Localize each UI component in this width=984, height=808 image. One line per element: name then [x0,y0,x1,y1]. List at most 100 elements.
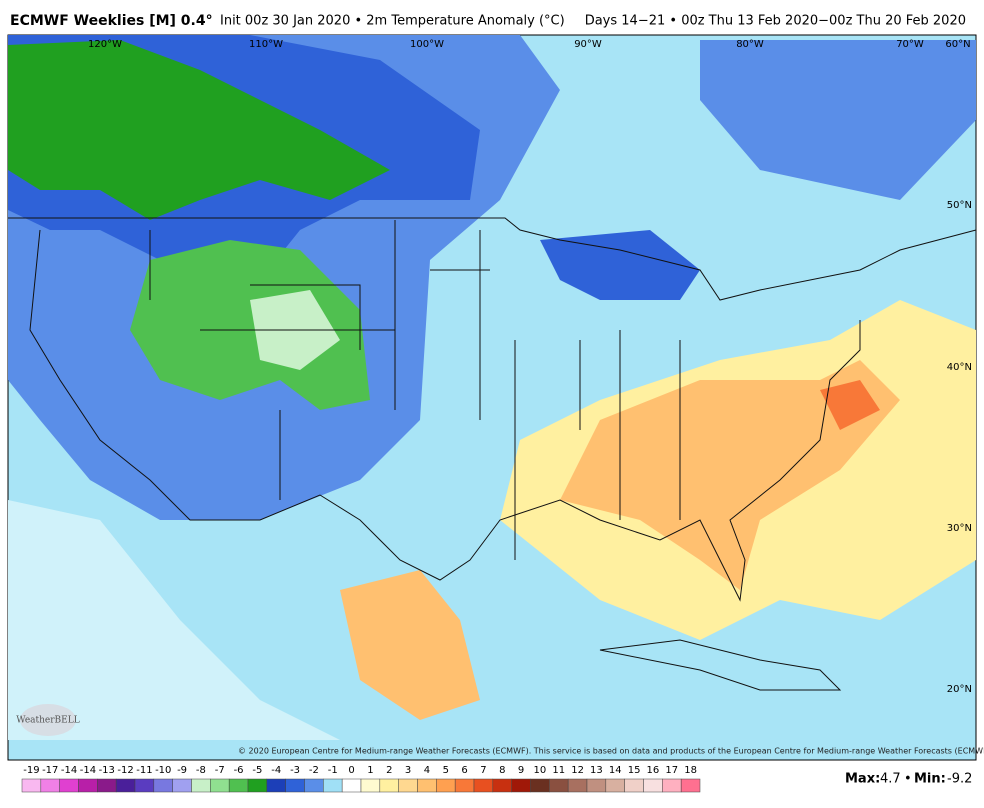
lat-label: 50°N [947,200,972,211]
warm-anomaly [560,360,900,590]
colorbar-swatch [624,778,644,793]
colorbar-swatch [266,778,286,793]
colorbar-swatch [398,778,418,793]
colorbar-label: 0 [348,765,354,776]
colorbar-swatch [341,778,362,793]
colorbar-label: -5 [252,765,262,776]
lon-label: 90°W [574,39,602,50]
min-label: Min: [914,772,946,787]
colorbar-label: 6 [461,765,467,776]
separator: • [904,772,912,787]
max-value: 4.7 [880,772,901,787]
colorbar-label: -14 [80,765,96,776]
colorbar-label: -3 [290,765,300,776]
colorbar-swatch [492,778,512,793]
colorbar-swatch [454,778,475,793]
colorbar-swatch [662,778,682,793]
colorbar-swatch [21,778,42,793]
colorbar-swatch [191,778,211,793]
warm-anomaly [820,380,880,430]
colorbar-swatch [247,778,268,793]
colorbar-label: -13 [99,765,115,776]
colorbar-swatch [549,778,569,793]
colorbar-label: -19 [23,765,39,776]
max-label: Max: [845,772,880,787]
colorbar-swatch [379,778,399,793]
colorbar-label: 18 [684,765,697,776]
model-title: ECMWF Weeklies [M] 0.4° [10,13,213,29]
colorbar-swatch [153,778,173,793]
colorbar-swatch [304,778,324,793]
min-value: -9.2 [947,772,972,787]
colorbar-swatch [40,778,60,793]
warm-anomaly [340,570,480,720]
colorbar-swatch [586,778,607,793]
colorbar-label: -12 [117,765,133,776]
lat-label: 40°N [947,362,972,373]
lon-label: 80°W [736,39,764,50]
colorbar-label: 9 [518,765,524,776]
colorbar-label: 8 [499,765,505,776]
lon-label: 100°W [410,39,444,50]
colorbar-label: 12 [571,765,584,776]
colorbar: -19 -17 -14 -14 -13 -12 -11 -10 -9 -8 -7 -6 -5 -4 -3 -2… [21,765,701,793]
colorbar-swatch [605,778,625,793]
colorbar-label: 11 [552,765,565,776]
lat-label: 30°N [947,523,972,534]
colorbar-label: -17 [42,765,58,776]
colorbar-label: 4 [424,765,430,776]
logo-mark [20,704,76,736]
colorbar-label: -4 [271,765,281,776]
lon-label: 60°N [945,39,970,50]
colorbar-label: -7 [215,765,225,776]
colorbar-swatch [285,778,305,793]
lon-label: 120°W [88,39,122,50]
colorbar-label: 2 [386,765,392,776]
logo: WeatherBELL [16,716,79,726]
borders [8,217,977,691]
colorbar-swatch [78,778,98,793]
colorbar-swatch [680,778,701,793]
colorbar-label: 15 [628,765,641,776]
cold-anomaly [540,230,700,300]
colorbar-label: -10 [155,765,171,776]
lon-label: 110°W [249,39,283,50]
colorbar-swatch [643,778,663,793]
colorbar-label: -8 [196,765,206,776]
colorbar-swatch [228,778,249,793]
credit: © 2020 European Centre for Medium-range … [238,747,984,756]
colorbar-swatch [436,778,456,793]
colorbar-label: 13 [590,765,603,776]
neutral-anomaly [8,500,340,740]
colorbar-swatch [417,778,437,793]
map [7,34,977,761]
colorbar-swatch [323,778,343,793]
colorbar-swatch [511,778,531,793]
colorbar-swatch [210,778,230,793]
colorbar-label: -6 [234,765,244,776]
colorbar-swatch [134,778,155,793]
lat-label: 20°N [947,684,972,695]
colorbar-swatch [473,778,494,793]
colorbar-swatch [360,778,381,793]
colorbar-swatch [567,778,588,793]
colorbar-label: -11 [136,765,152,776]
cold-anomaly [8,40,390,220]
colorbar-label: -9 [177,765,187,776]
colorbar-label: 17 [665,765,678,776]
colorbar-swatch [115,778,136,793]
colorbar-label: 5 [443,765,449,776]
colorbar-label: -1 [328,765,338,776]
colorbar-label: 16 [647,765,660,776]
colorbar-label: 3 [405,765,411,776]
colorbar-swatch [97,778,117,793]
colorbar-label: 1 [367,765,373,776]
subtitle: Init 00z 30 Jan 2020 • 2m Temperature An… [220,14,565,29]
colorbar-label: 7 [480,765,486,776]
colorbar-swatch [172,778,192,793]
valid-time: Days 14−21 • 00z Thu 13 Feb 2020−00z Thu… [585,14,966,29]
colorbar-label: 10 [534,765,547,776]
colorbar-label: -14 [61,765,77,776]
cold-anomaly [700,40,976,200]
